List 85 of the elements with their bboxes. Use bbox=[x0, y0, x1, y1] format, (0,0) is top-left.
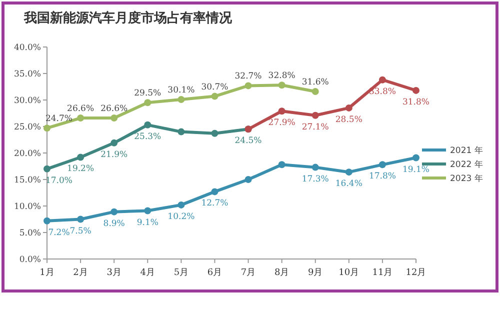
data-label: 19.2% bbox=[67, 164, 94, 174]
y-tick-label: 5.0% bbox=[19, 228, 41, 238]
point bbox=[110, 114, 118, 122]
point bbox=[211, 188, 218, 196]
data-label: 28.5% bbox=[335, 114, 362, 125]
point bbox=[44, 124, 50, 132]
point bbox=[345, 104, 352, 112]
x-tick-label: 9月 bbox=[308, 268, 323, 278]
point bbox=[312, 164, 319, 171]
data-label: 29.5% bbox=[134, 88, 162, 99]
data-label: 8.9% bbox=[103, 218, 125, 229]
legend-label: 2021 年 bbox=[450, 144, 484, 156]
x-tick-label: 3月 bbox=[106, 268, 122, 278]
point bbox=[144, 121, 152, 128]
point bbox=[345, 168, 352, 176]
point bbox=[278, 161, 286, 168]
data-label: 21.9% bbox=[100, 150, 128, 160]
y-tick-label: 30.0% bbox=[14, 96, 41, 106]
legend-label: 2023 年 bbox=[450, 172, 484, 184]
data-label: 19.1% bbox=[402, 164, 430, 175]
y-tick-label: 0.0% bbox=[19, 254, 41, 265]
data-label: 32.7% bbox=[234, 72, 262, 82]
chart-title: 我国新能源汽车月度市场占有率情况 bbox=[23, 10, 233, 26]
x-tick-label: 7月 bbox=[240, 268, 256, 278]
data-label: 27.9% bbox=[268, 118, 296, 128]
point bbox=[77, 154, 84, 161]
point bbox=[378, 161, 386, 168]
data-label: 17.8% bbox=[368, 172, 396, 182]
data-label: 10.2% bbox=[168, 212, 195, 222]
x-tick-label: 11月 bbox=[372, 268, 393, 278]
data-label: 7.2% bbox=[48, 228, 70, 238]
data-label: 26.6% bbox=[67, 104, 94, 114]
point bbox=[211, 92, 218, 100]
point bbox=[178, 96, 185, 103]
x-tick-label: 1月 bbox=[40, 268, 54, 278]
data-label: 31.6% bbox=[302, 78, 329, 88]
data-label: 26.6% bbox=[100, 104, 128, 114]
point bbox=[244, 176, 252, 183]
x-tick-label: 6月 bbox=[207, 268, 222, 278]
y-tick-label: 20.0% bbox=[14, 148, 41, 159]
x-tick-label: 8月 bbox=[274, 268, 290, 278]
point bbox=[178, 128, 185, 136]
x-tick-label: 4月 bbox=[140, 268, 156, 278]
point bbox=[178, 201, 185, 208]
y-tick-label: 40.0% bbox=[14, 42, 41, 53]
data-label: 9.1% bbox=[136, 218, 158, 228]
point bbox=[278, 82, 286, 89]
data-label: 30.7% bbox=[201, 82, 228, 92]
point bbox=[278, 108, 286, 115]
x-tick-label: 2月 bbox=[73, 268, 88, 278]
data-label: 17.3% bbox=[302, 174, 329, 184]
point bbox=[312, 112, 319, 119]
data-label: 25.3% bbox=[134, 132, 162, 142]
point bbox=[144, 207, 152, 214]
y-tick-label: 35.0% bbox=[14, 69, 41, 80]
legend-label: 2022 年 bbox=[450, 158, 484, 170]
point bbox=[77, 114, 84, 122]
data-label: 7.5% bbox=[70, 226, 92, 236]
data-label: 31.8% bbox=[402, 97, 430, 108]
x-tick-label: 10月 bbox=[338, 268, 360, 278]
data-label: 24.7% bbox=[45, 114, 73, 124]
data-label: 17.0% bbox=[45, 176, 73, 186]
point bbox=[244, 82, 252, 90]
point bbox=[110, 208, 118, 216]
x-tick-label: 5月 bbox=[174, 268, 189, 278]
y-tick-label: 15.0% bbox=[14, 175, 41, 186]
point bbox=[77, 216, 84, 223]
data-label: 27.1% bbox=[302, 122, 329, 132]
data-label: 30.1% bbox=[168, 85, 195, 96]
point bbox=[110, 139, 118, 146]
point bbox=[412, 86, 420, 94]
data-label: 32.8% bbox=[268, 71, 296, 82]
data-label: 24.5% bbox=[234, 136, 262, 146]
point bbox=[44, 217, 50, 224]
point bbox=[44, 165, 50, 172]
y-tick-label: 10.0% bbox=[14, 202, 41, 212]
point bbox=[378, 76, 386, 84]
point bbox=[312, 88, 319, 96]
point bbox=[144, 99, 152, 106]
data-label: 16.4% bbox=[335, 179, 362, 190]
point bbox=[211, 130, 218, 137]
y-tick-label: 25.0% bbox=[14, 122, 41, 132]
data-label: 12.7% bbox=[201, 198, 228, 209]
point bbox=[412, 154, 420, 162]
x-tick-label: 12月 bbox=[406, 268, 426, 278]
